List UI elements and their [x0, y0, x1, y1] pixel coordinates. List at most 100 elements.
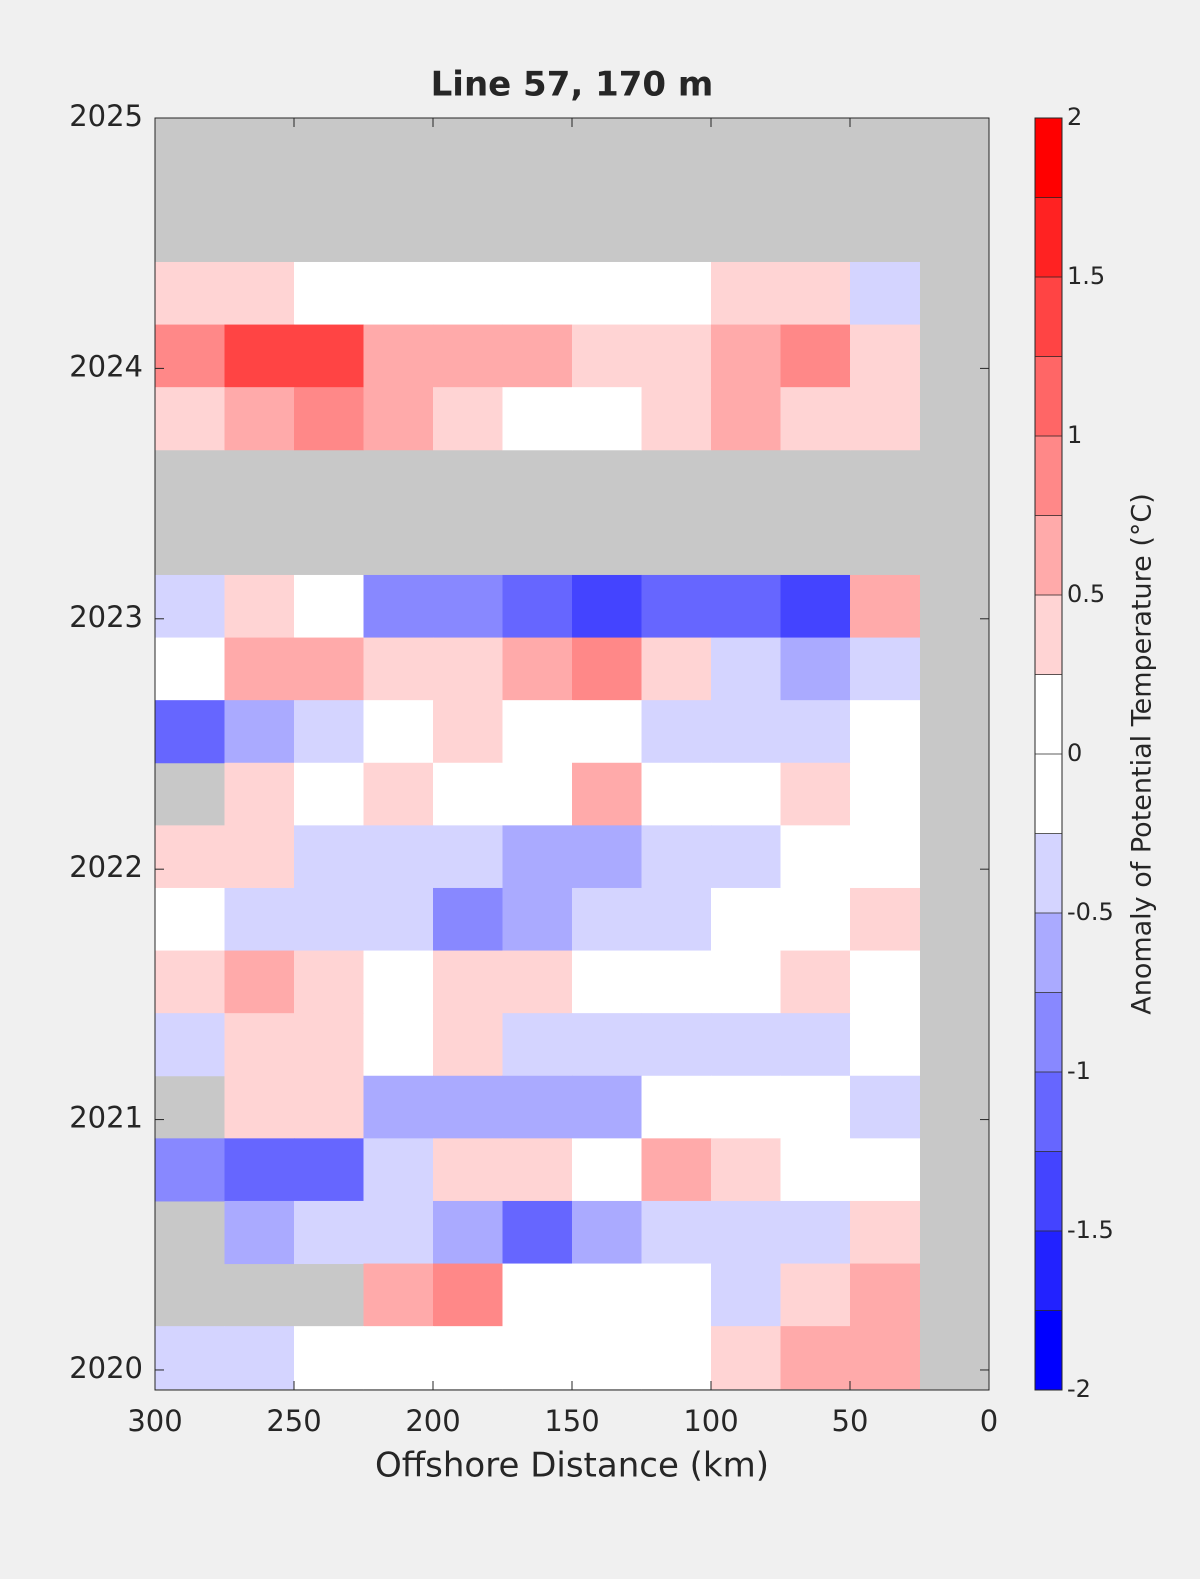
- contour-cell: [641, 387, 712, 451]
- contour-cell: [780, 261, 851, 326]
- contour-cell: [294, 1013, 364, 1077]
- contour-cell: [433, 261, 503, 326]
- contour-cell: [850, 1138, 920, 1202]
- x-tick-label: 200: [405, 1404, 460, 1438]
- colorbar-tick-label: 2: [1067, 103, 1082, 131]
- contour-cell: [572, 1138, 642, 1202]
- contour-cell: [363, 825, 434, 889]
- contour-cell: [850, 1263, 920, 1327]
- contour-cell: [641, 950, 712, 1014]
- contour-cell: [294, 887, 364, 952]
- contour-cell: [711, 1326, 781, 1390]
- contour-cell: [711, 762, 781, 826]
- contour-cell: [294, 387, 364, 451]
- contour-cell: [224, 1013, 295, 1077]
- contour-cell: [641, 1013, 712, 1077]
- y-tick-label: 2020: [69, 1351, 143, 1385]
- contour-cell: [572, 387, 642, 451]
- contour-cell: [224, 700, 295, 764]
- contour-cell: [572, 825, 642, 889]
- contour-cell: [850, 1326, 920, 1390]
- contour-cell: [850, 762, 920, 826]
- contour-cell: [224, 261, 295, 326]
- colorbar-bin: [1035, 515, 1062, 596]
- contour-cell: [641, 700, 712, 764]
- contour-cell: [433, 1263, 503, 1327]
- contour-cell: [572, 887, 642, 952]
- contour-cell: [433, 950, 503, 1014]
- colorbar-tick-label: 1: [1067, 421, 1082, 449]
- contour-cell: [780, 1263, 851, 1327]
- contour-cell: [224, 1138, 295, 1202]
- colorbar-bin: [1035, 833, 1062, 914]
- contour-cell: [224, 637, 295, 701]
- y-tick-label: 2022: [69, 850, 143, 884]
- colorbar-bin: [1035, 913, 1062, 993]
- contour-cell: [433, 1075, 503, 1139]
- chart-title: Line 57, 170 m: [431, 65, 714, 105]
- contour-cell: [780, 700, 851, 764]
- contour-cell: [572, 261, 642, 326]
- contour-cell: [294, 574, 364, 639]
- contour-cell: [572, 762, 642, 826]
- contour-cell: [850, 887, 920, 952]
- contour-cell: [572, 1263, 642, 1327]
- contour-cell: [572, 574, 642, 639]
- contour-cell: [572, 1326, 642, 1390]
- contour-cell: [711, 387, 781, 451]
- contour-cell: [502, 887, 573, 952]
- contour-cell: [363, 1200, 434, 1265]
- contour-cell: [641, 762, 712, 826]
- contour-cell: [224, 1200, 295, 1265]
- contour-cell: [433, 700, 503, 764]
- contour-cell: [711, 825, 781, 889]
- contour-cell: [224, 387, 295, 451]
- contour-cell: [224, 825, 295, 889]
- colorbar-bin: [1035, 674, 1062, 755]
- contour-cell: [224, 1326, 295, 1390]
- colorbar-tick-label: 0: [1067, 739, 1082, 767]
- colorbar-bin: [1035, 1310, 1062, 1391]
- contour-cell: [155, 1138, 225, 1202]
- contour-cell: [572, 1200, 642, 1265]
- y-tick-label: 2023: [69, 600, 143, 634]
- contour-cell: [433, 887, 503, 952]
- x-tick-label: 300: [127, 1404, 182, 1438]
- contour-cell: [363, 1326, 434, 1390]
- contour-cell: [294, 324, 364, 388]
- contour-cell: [850, 1075, 920, 1139]
- colorbar-tick-label: -1.5: [1067, 1216, 1114, 1244]
- colorbar-tick-label: -2: [1067, 1375, 1091, 1403]
- contour-cell: [502, 700, 573, 764]
- contour-cell: [433, 574, 503, 639]
- contour-cell: [294, 825, 364, 889]
- contour-cell: [224, 324, 295, 388]
- contour-cell: [572, 324, 642, 388]
- contour-cell: [502, 1075, 573, 1139]
- contour-cell: [641, 1326, 712, 1390]
- contour-cell: [433, 1013, 503, 1077]
- contour-cell: [850, 324, 920, 388]
- contour-cell: [224, 950, 295, 1014]
- x-axis-label: Offshore Distance (km): [375, 1446, 769, 1486]
- colorbar-bin: [1035, 1231, 1062, 1311]
- contour-cell: [641, 261, 712, 326]
- contour-cell: [363, 950, 434, 1014]
- x-tick-label: 150: [544, 1404, 599, 1438]
- contour-cell: [502, 387, 573, 451]
- contour-cell: [850, 387, 920, 451]
- colorbar-bin: [1035, 436, 1062, 516]
- contour-cell: [572, 1013, 642, 1077]
- contour-cell: [224, 887, 295, 952]
- contour-cell: [294, 700, 364, 764]
- contour-cell: [363, 1075, 434, 1139]
- contour-cell: [155, 1013, 225, 1077]
- contour-cell: [502, 950, 573, 1014]
- contour-cell: [363, 324, 434, 388]
- contour-cell: [850, 1200, 920, 1265]
- contour-cell: [433, 825, 503, 889]
- contour-cell: [641, 1075, 712, 1139]
- contour-cell: [224, 1075, 295, 1139]
- contour-cell: [502, 1200, 573, 1265]
- contour-cell: [224, 574, 295, 639]
